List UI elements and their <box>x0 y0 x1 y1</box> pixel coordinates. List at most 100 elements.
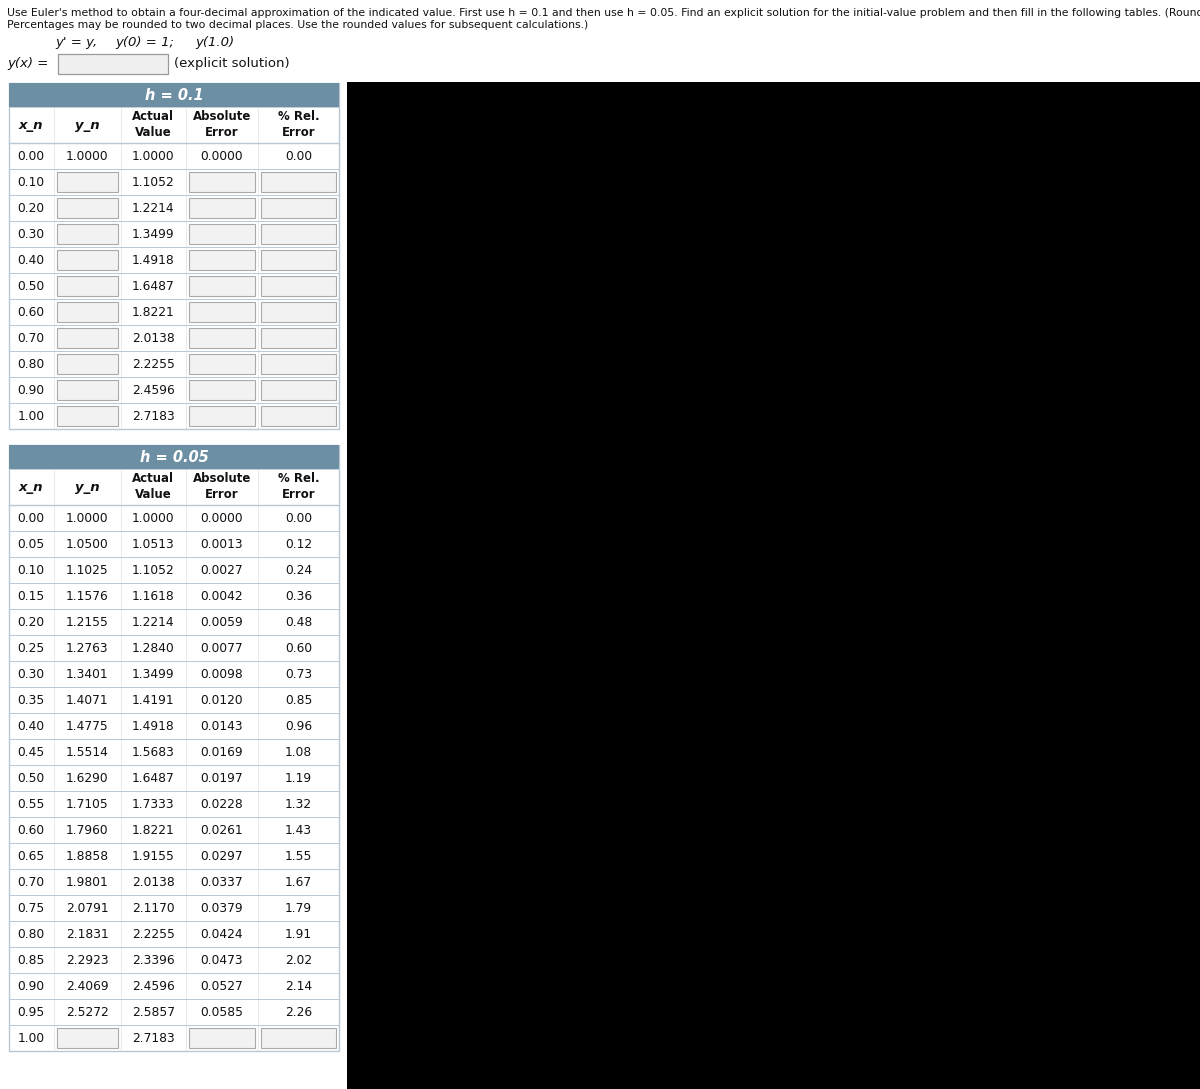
FancyBboxPatch shape <box>188 302 256 322</box>
Text: 1.4918: 1.4918 <box>132 720 175 733</box>
Text: 0.80: 0.80 <box>18 357 44 370</box>
FancyBboxPatch shape <box>56 172 118 192</box>
FancyBboxPatch shape <box>188 172 256 192</box>
Text: 0.0042: 0.0042 <box>200 589 244 602</box>
Text: 1.2214: 1.2214 <box>132 615 175 628</box>
Text: 1.3499: 1.3499 <box>132 228 175 241</box>
FancyBboxPatch shape <box>56 328 118 348</box>
Text: 1.79: 1.79 <box>286 902 312 915</box>
Text: 1.6290: 1.6290 <box>66 771 109 784</box>
Text: 1.8858: 1.8858 <box>66 849 109 862</box>
Text: 1.55: 1.55 <box>284 849 312 862</box>
Text: 1.08: 1.08 <box>284 746 312 759</box>
Text: 0.90: 0.90 <box>18 383 44 396</box>
Text: Error: Error <box>282 489 316 502</box>
Text: 0.0077: 0.0077 <box>200 641 244 654</box>
Text: 1.4191: 1.4191 <box>132 694 175 707</box>
Text: 1.2763: 1.2763 <box>66 641 109 654</box>
Text: 0.70: 0.70 <box>18 876 44 889</box>
Text: 0.0143: 0.0143 <box>200 720 244 733</box>
Text: 0.60: 0.60 <box>286 641 312 654</box>
Text: 0.70: 0.70 <box>18 331 44 344</box>
Text: 0.0027: 0.0027 <box>200 563 244 576</box>
Text: 0.96: 0.96 <box>286 720 312 733</box>
Text: 0.00: 0.00 <box>286 512 312 525</box>
FancyBboxPatch shape <box>262 354 336 374</box>
Text: 0.0059: 0.0059 <box>200 615 244 628</box>
Text: 1.4918: 1.4918 <box>132 254 175 267</box>
Text: 1.0000: 1.0000 <box>66 512 109 525</box>
Text: 0.00: 0.00 <box>18 149 44 162</box>
Text: 2.2255: 2.2255 <box>132 928 175 941</box>
Text: 0.0261: 0.0261 <box>200 823 244 836</box>
FancyBboxPatch shape <box>188 198 256 218</box>
FancyBboxPatch shape <box>56 302 118 322</box>
Text: 0.0424: 0.0424 <box>200 928 244 941</box>
Text: 1.00: 1.00 <box>18 409 44 423</box>
Text: 2.1170: 2.1170 <box>132 902 175 915</box>
FancyBboxPatch shape <box>56 224 118 244</box>
Text: 0.73: 0.73 <box>286 668 312 681</box>
Text: 2.14: 2.14 <box>286 979 312 992</box>
FancyBboxPatch shape <box>262 276 336 296</box>
Text: 1.2214: 1.2214 <box>132 201 175 215</box>
FancyBboxPatch shape <box>56 380 118 400</box>
FancyBboxPatch shape <box>262 380 336 400</box>
Text: Absolute: Absolute <box>193 473 251 486</box>
Text: 0.50: 0.50 <box>18 280 44 293</box>
Text: y_n: y_n <box>76 480 100 493</box>
Text: 2.7183: 2.7183 <box>132 409 175 423</box>
FancyBboxPatch shape <box>58 54 168 74</box>
Text: 0.0297: 0.0297 <box>200 849 244 862</box>
Text: 0.85: 0.85 <box>18 954 44 967</box>
FancyBboxPatch shape <box>188 328 256 348</box>
Text: 1.67: 1.67 <box>286 876 312 889</box>
Text: 0.0098: 0.0098 <box>200 668 244 681</box>
Text: 0.48: 0.48 <box>284 615 312 628</box>
Text: 0.0473: 0.0473 <box>200 954 244 967</box>
Text: 0.10: 0.10 <box>18 563 44 576</box>
Text: 0.0169: 0.0169 <box>200 746 244 759</box>
Text: y(0) = 1;: y(0) = 1; <box>115 36 174 49</box>
Text: 2.0791: 2.0791 <box>66 902 109 915</box>
Text: 1.0000: 1.0000 <box>66 149 109 162</box>
Text: 1.2155: 1.2155 <box>66 615 109 628</box>
Text: 0.15: 0.15 <box>18 589 44 602</box>
Text: 1.1052: 1.1052 <box>132 563 175 576</box>
Text: 0.0228: 0.0228 <box>200 797 244 810</box>
Text: 0.65: 0.65 <box>18 849 44 862</box>
FancyBboxPatch shape <box>10 445 340 1051</box>
FancyBboxPatch shape <box>188 276 256 296</box>
Text: h = 0.05: h = 0.05 <box>139 450 209 465</box>
Text: 1.91: 1.91 <box>286 928 312 941</box>
Text: 0.60: 0.60 <box>18 823 44 836</box>
FancyBboxPatch shape <box>262 302 336 322</box>
Text: 2.5272: 2.5272 <box>66 1005 109 1018</box>
Text: (explicit solution): (explicit solution) <box>174 57 289 70</box>
Text: 0.00: 0.00 <box>18 512 44 525</box>
FancyBboxPatch shape <box>188 354 256 374</box>
Text: 1.8221: 1.8221 <box>132 306 175 318</box>
Text: 0.0197: 0.0197 <box>200 771 244 784</box>
Text: y(x) =: y(x) = <box>7 57 48 70</box>
Text: 2.2255: 2.2255 <box>132 357 175 370</box>
FancyBboxPatch shape <box>10 445 340 469</box>
Text: 0.85: 0.85 <box>284 694 312 707</box>
Text: 1.43: 1.43 <box>286 823 312 836</box>
FancyBboxPatch shape <box>56 1028 118 1048</box>
Text: 1.0500: 1.0500 <box>66 538 109 551</box>
Text: x_n: x_n <box>19 119 43 132</box>
Text: 1.4775: 1.4775 <box>66 720 109 733</box>
Text: 2.4069: 2.4069 <box>66 979 109 992</box>
Text: y_n: y_n <box>76 119 100 132</box>
Text: 1.7105: 1.7105 <box>66 797 109 810</box>
Text: 1.0000: 1.0000 <box>132 149 175 162</box>
Text: 0.0585: 0.0585 <box>200 1005 244 1018</box>
FancyBboxPatch shape <box>188 406 256 426</box>
Text: 1.0513: 1.0513 <box>132 538 175 551</box>
FancyBboxPatch shape <box>56 250 118 270</box>
FancyBboxPatch shape <box>347 82 1200 1089</box>
FancyBboxPatch shape <box>56 276 118 296</box>
Text: Value: Value <box>134 489 172 502</box>
FancyBboxPatch shape <box>188 250 256 270</box>
